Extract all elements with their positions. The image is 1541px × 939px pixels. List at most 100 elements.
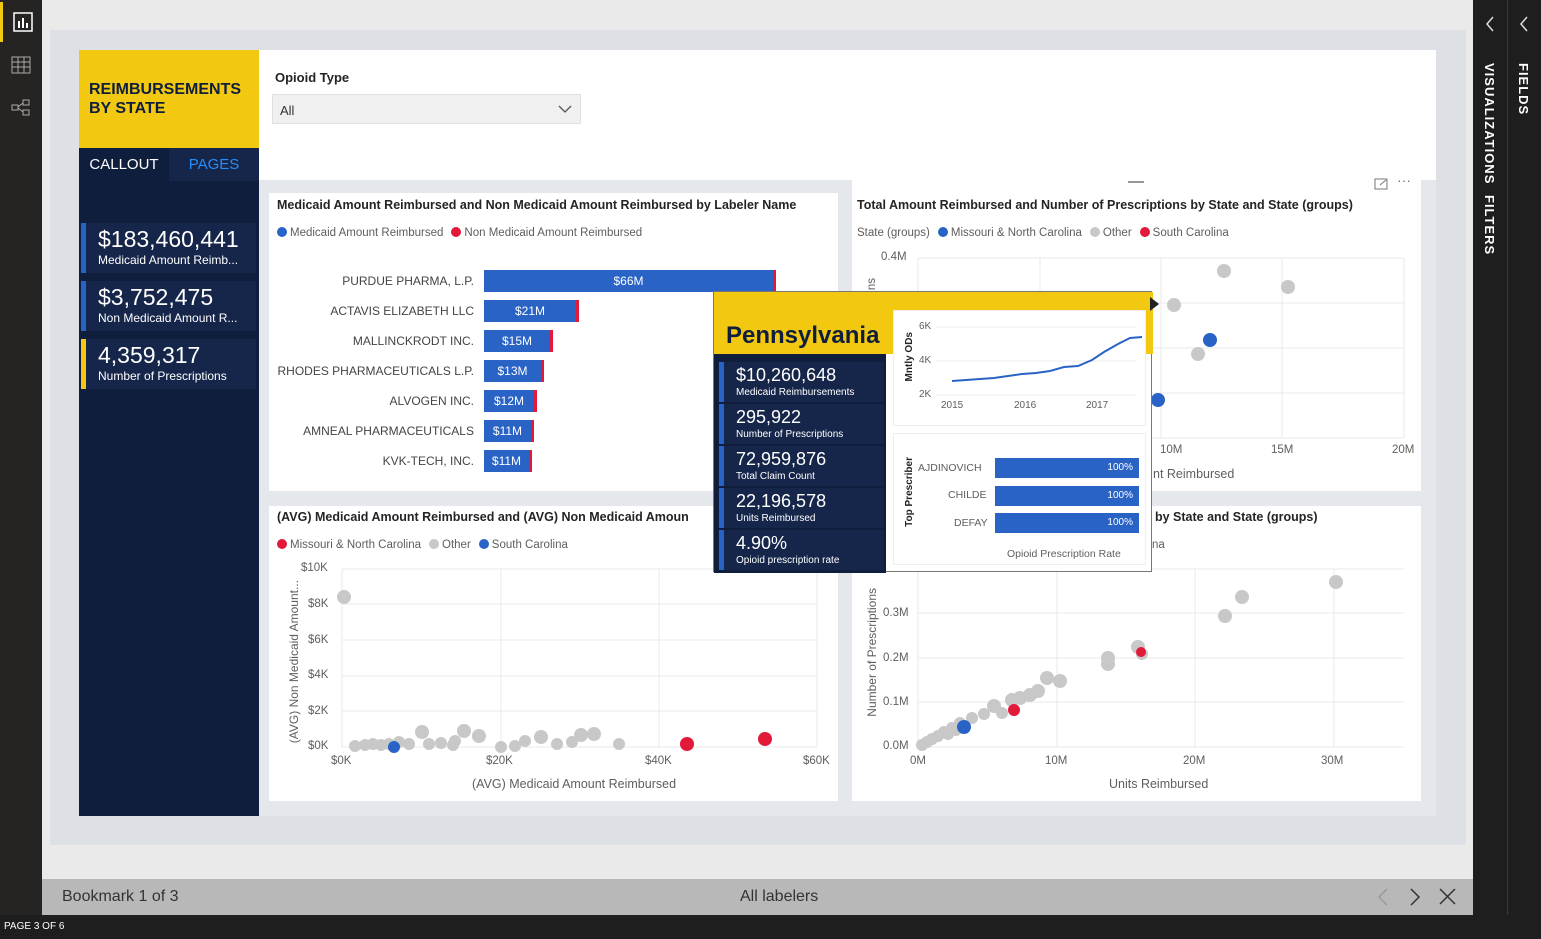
- scatter-top-right-legend: State (groups) Missouri & North Carolina…: [857, 227, 1229, 239]
- legend-item[interactable]: Non Medicaid Amount Reimbursed: [451, 227, 642, 239]
- slicer-label: Opioid Type: [275, 70, 350, 85]
- expand-fields-icon[interactable]: [1519, 16, 1529, 32]
- report-title: REIMBURSEMENTS BY STATE: [79, 50, 259, 148]
- kpi-card-medicaid: $183,460,441 Medicaid Amount Reimb...: [81, 223, 256, 273]
- scatter-bottom-left-legend: Missouri & North Carolina Other South Ca…: [277, 539, 568, 551]
- prescriber-bar: 100%: [995, 486, 1139, 506]
- x-axis-label: Units Reimbursed: [1109, 777, 1209, 791]
- bar-value-label: $15M: [501, 334, 533, 348]
- x-tick: 20M: [1183, 755, 1206, 767]
- close-icon[interactable]: [1439, 888, 1456, 905]
- y-axis-label: Number of Prescriptions: [865, 588, 879, 717]
- bar-category-label: KVK-TECH, INC.: [382, 454, 474, 468]
- opioid-type-dropdown[interactable]: All: [272, 94, 581, 124]
- bar-category-label: MALLINCKRODT INC.: [352, 334, 474, 348]
- y-axis-label: (AVG) Non Medicaid Amount...: [287, 580, 301, 744]
- kpi-label: Medicaid Amount Reimb...: [98, 253, 239, 267]
- kpi-label: Non Medicaid Amount R...: [98, 311, 238, 325]
- y-tick: 0.2M: [883, 652, 909, 664]
- bookmark-counter: Bookmark 1 of 3: [62, 888, 179, 905]
- bar[interactable]: $15M: [484, 330, 553, 352]
- kpi-card-prescriptions: 4,359,317 Number of Prescriptions: [81, 339, 256, 389]
- scatter-bottom-right-legend: na: [1152, 539, 1165, 551]
- kpi-value: 4,359,317: [98, 342, 201, 368]
- prescribers-x-label: Opioid Prescription Rate: [1007, 548, 1121, 560]
- report-view-icon[interactable]: [0, 2, 42, 42]
- bar-chart-legend: Medicaid Amount Reimbursed Non Medicaid …: [277, 227, 642, 239]
- bar-segment-non-medicaid: [534, 390, 537, 412]
- tab-pages[interactable]: PAGES: [169, 148, 259, 181]
- x-axis-label: (AVG) Medicaid Amount Reimbursed: [472, 777, 677, 791]
- bar-value-label: $21M: [514, 304, 546, 318]
- legend-item[interactable]: Other: [429, 539, 471, 551]
- bar[interactable]: $12M: [484, 390, 537, 412]
- bar[interactable]: $21M: [484, 300, 579, 322]
- scatter-top-right-title: Total Amount Reimbursed and Number of Pr…: [857, 198, 1353, 212]
- y-tick: 0.0M: [883, 740, 909, 752]
- data-view-icon[interactable]: [0, 45, 42, 85]
- tab-callout[interactable]: CALLOUT: [79, 148, 169, 181]
- legend-item[interactable]: Missouri & North Carolina: [277, 539, 421, 551]
- prescriber-bar: 100%: [995, 513, 1139, 533]
- y-tick: 0.4M: [881, 251, 907, 263]
- model-view-icon[interactable]: [0, 88, 42, 128]
- legend-item[interactable]: Missouri & North Carolina: [937, 227, 1082, 239]
- scatter-bottom-right-plot: [916, 568, 1404, 751]
- bar-category-label: ACTAVIS ELIZABETH LLC: [330, 304, 474, 318]
- bar-chart-title: Medicaid Amount Reimbursed and Non Medic…: [277, 198, 797, 212]
- legend-item[interactable]: Other: [1089, 227, 1132, 239]
- tooltip-state-name: Pennsylvania: [726, 322, 880, 349]
- x-axis-label: nt Reimbursed: [1153, 467, 1235, 481]
- bar[interactable]: $13M: [484, 360, 544, 382]
- y-tick: 0.3M: [883, 607, 909, 619]
- x-tick: 2015: [941, 400, 964, 411]
- focus-mode-icon[interactable]: [1374, 178, 1388, 190]
- bar-segment-non-medicaid: [529, 450, 532, 472]
- filters-pane-tab[interactable]: FILTERS: [1482, 195, 1497, 256]
- tooltip-metric: 22,196,578 Units Reimbursed: [719, 488, 884, 528]
- bar-segment-non-medicaid: [773, 270, 776, 292]
- y-tick: $10K: [301, 562, 328, 574]
- scatter-bottom-left-plot: [337, 568, 818, 753]
- legend-item[interactable]: South Carolina: [1139, 227, 1229, 239]
- visualizations-pane-tab[interactable]: VISUALIZATIONS: [1482, 63, 1497, 185]
- bar[interactable]: $11M: [484, 450, 532, 472]
- bar-value-label: $13M: [497, 364, 528, 378]
- bar-value-label: $66M: [613, 274, 644, 288]
- page-tabs: CALLOUT PAGES: [79, 148, 259, 181]
- tooltip-metric: $10,260,648 Medicaid Reimbursements: [719, 362, 884, 402]
- x-tick: $60K: [803, 755, 830, 767]
- fields-pane-tab[interactable]: FIELDS: [1516, 63, 1531, 116]
- previous-bookmark-icon[interactable]: [1377, 888, 1389, 906]
- right-panes: VISUALIZATIONS FILTERS FIELDS: [1473, 0, 1541, 915]
- drag-handle[interactable]: [1128, 181, 1144, 183]
- bar-segment-non-medicaid: [576, 300, 579, 322]
- kpi-label: Number of Prescriptions: [98, 369, 227, 383]
- bar[interactable]: $66M: [484, 270, 776, 292]
- legend-item[interactable]: South Carolina: [478, 539, 568, 551]
- next-bookmark-icon[interactable]: [1409, 888, 1421, 906]
- left-nav: [0, 0, 42, 915]
- y-tick: 0.1M: [883, 696, 909, 708]
- more-options-icon[interactable]: ···: [1397, 172, 1411, 188]
- prescriber-name: DEFAY: [954, 517, 988, 529]
- scatter-bottom-left-title: (AVG) Medicaid Amount Reimbursed and (AV…: [277, 510, 689, 524]
- expand-visualizations-icon[interactable]: [1485, 16, 1495, 32]
- kpi-value: $3,752,475: [98, 284, 214, 310]
- page-indicator: PAGE 3 OF 6: [4, 921, 65, 932]
- bar[interactable]: $11M: [484, 420, 534, 442]
- prescriber-name: CHILDE: [948, 489, 987, 501]
- bar-category-label: ALVOGEN INC.: [389, 394, 474, 408]
- line-chart-y-label: Mntly ODs: [904, 332, 915, 382]
- x-tick: $20K: [486, 755, 513, 767]
- x-tick: $40K: [645, 755, 672, 767]
- bar-value-label: $11M: [492, 424, 523, 438]
- chevron-down-icon: [558, 105, 572, 113]
- y-tick: $6K: [308, 634, 329, 646]
- legend-title: State (groups): [857, 227, 930, 239]
- prescriber-bar: 100%: [995, 458, 1139, 478]
- legend-item[interactable]: Medicaid Amount Reimbursed: [277, 227, 443, 239]
- y-tick: 4K: [919, 355, 932, 366]
- x-tick: 2016: [1014, 400, 1037, 411]
- line-chart-plot: [936, 326, 1143, 396]
